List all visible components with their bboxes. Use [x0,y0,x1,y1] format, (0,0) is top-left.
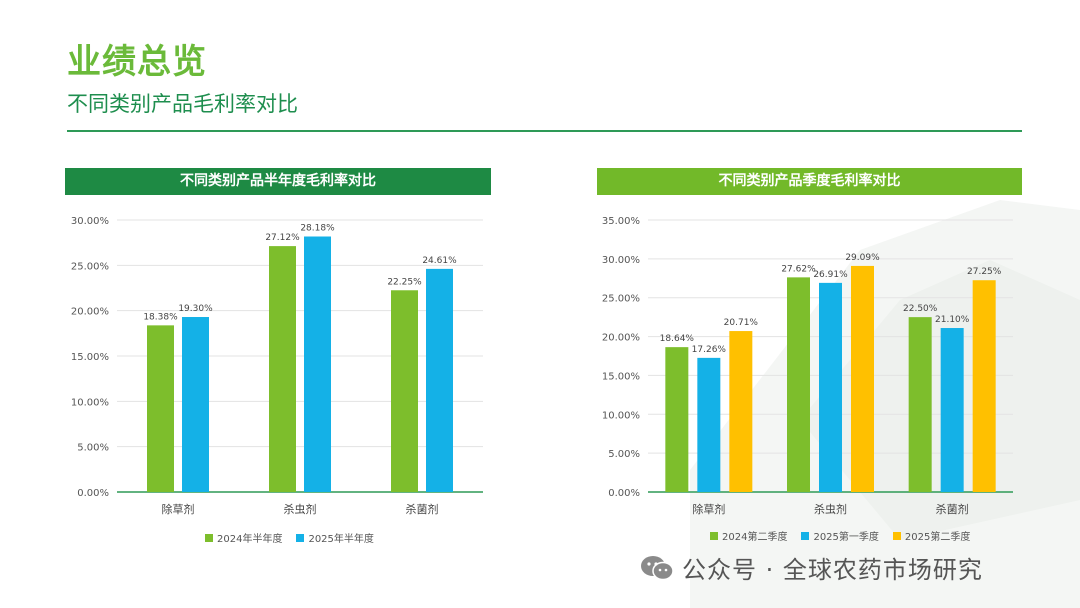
bar [819,282,842,492]
page-title: 业绩总览 [67,42,207,82]
y-tick-label: 10.00% [71,397,109,408]
bar [147,325,174,492]
data-label: 26.91% [813,270,848,280]
watermark: 公众号 · 全球农药市场研究 [640,550,983,585]
bar [665,347,689,492]
y-tick-label: 0.00% [608,488,640,499]
legend-label: 2024年半年度 [217,534,283,545]
x-tick-label: 除草剂 [692,502,725,516]
legend-swatch [205,533,213,542]
y-tick-label: 20.00% [602,333,640,344]
y-tick-label: 20.00% [71,307,109,318]
y-tick-label: 35.00% [602,216,640,227]
title-divider [67,130,1022,132]
page-subtitle: 不同类别产品毛利率对比 [67,92,298,116]
legend-item: 2025第一季度 [801,528,879,543]
data-label: 17.26% [692,345,727,355]
legend-label: 2025第二季度 [904,532,971,543]
chart1-legend: 2024年半年度 2025年半年度 [205,530,374,545]
bar [269,246,296,492]
data-label: 20.71% [724,318,759,328]
legend-item: 2025第二季度 [892,528,971,543]
data-label: 21.10% [935,315,970,325]
bar [182,317,209,492]
data-label: 28.18% [300,224,335,234]
bar [851,265,874,492]
legend-swatch [892,531,901,540]
y-tick-label: 25.00% [71,261,109,272]
legend-item: 2024第二季度 [710,528,787,543]
y-tick-label: 5.00% [77,443,109,454]
y-tick-label: 25.00% [602,294,640,305]
data-label: 27.25% [967,267,1002,277]
bar [391,290,418,492]
chart1-title: 不同类别产品半年度毛利率对比 [65,168,491,195]
data-label: 29.09% [845,253,880,263]
legend-label: 2024第二季度 [722,532,788,543]
wechat-icon [641,555,674,580]
chart2-title: 不同类别产品季度毛利率对比 [597,168,1022,195]
data-label: 24.61% [422,256,457,266]
y-tick-label: 30.00% [602,255,640,266]
x-tick-label: 杀菌剂 [406,502,439,516]
bar [787,277,810,492]
legend-swatch [296,533,305,542]
bar [304,236,331,492]
data-label: 27.12% [265,233,300,243]
legend-swatch [801,531,810,540]
bar [972,280,996,492]
y-tick-label: 0.00% [77,488,109,499]
data-label: 18.64% [660,334,695,344]
bar [697,357,721,492]
data-label: 22.50% [903,304,938,314]
legend-item: 2025年半年度 [296,530,374,545]
data-label: 18.38% [143,312,178,322]
legend-label: 2025年半年度 [308,534,374,545]
x-tick-label: 杀菌剂 [936,502,969,516]
data-label: 19.30% [178,304,213,314]
legend-swatch [710,531,718,540]
y-tick-label: 15.00% [602,371,640,382]
watermark-text: 公众号 · 全球农药市场研究 [682,556,983,584]
y-tick-label: 30.00% [71,216,109,227]
bar [426,268,453,492]
bar [908,317,932,492]
x-tick-label: 杀虫剂 [284,502,317,516]
x-tick-label: 除草剂 [162,502,195,516]
chart2-legend: 2024第二季度 2025第一季度 2025第二季度 [710,528,970,543]
data-label: 22.25% [387,277,422,287]
data-label: 27.62% [781,264,816,274]
y-tick-label: 5.00% [608,449,640,460]
y-tick-label: 15.00% [71,352,109,363]
bar [729,331,753,492]
legend-item: 2024年半年度 [205,530,282,545]
x-tick-label: 杀虫剂 [814,502,847,516]
y-tick-label: 10.00% [602,410,640,421]
bar [940,328,964,492]
legend-label: 2025第一季度 [813,532,879,543]
